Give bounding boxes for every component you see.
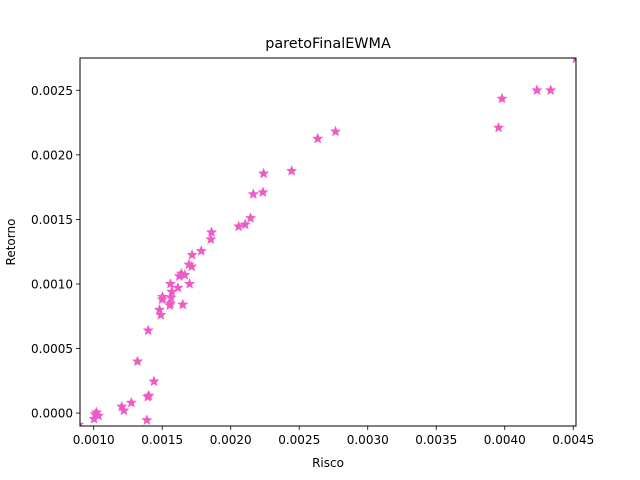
data-point — [312, 132, 324, 144]
data-point — [545, 84, 557, 95]
plot-frame — [79, 57, 577, 427]
data-point — [148, 375, 160, 387]
data-point — [186, 249, 198, 260]
x-tick-label: 0.0015 — [141, 433, 183, 447]
data-point — [247, 188, 259, 199]
data-point — [206, 226, 218, 238]
y-axis: 0.0000 0.0005 0.0010 0.0015 0.0020 0.0025 — [31, 84, 80, 421]
data-point — [156, 291, 169, 302]
data-point — [153, 303, 165, 315]
data-point — [172, 282, 184, 293]
data-point — [141, 414, 153, 425]
points-layer — [80, 58, 576, 426]
plot-background — [80, 58, 576, 426]
data-point — [132, 355, 144, 367]
data-point — [125, 396, 137, 408]
x-tick-label: 0.0010 — [73, 433, 115, 447]
x-tick-label: 0.0030 — [347, 433, 389, 447]
data-point — [179, 269, 191, 280]
data-point — [164, 278, 176, 289]
data-point — [531, 84, 543, 95]
x-tick-label: 0.0040 — [484, 433, 526, 447]
data-point — [245, 212, 257, 223]
chart-title: paretoFinalEWMA — [265, 36, 391, 52]
data-point — [286, 165, 298, 176]
data-point — [571, 58, 576, 64]
y-tick-label: 0.0025 — [31, 84, 73, 98]
y-tick-label: 0.0005 — [31, 342, 73, 356]
data-point — [205, 233, 217, 245]
y-tick-label: 0.0010 — [31, 277, 73, 291]
data-point — [155, 309, 167, 320]
x-axis: 0.0010 0.0015 0.0020 0.0025 0.0030 0.0035 0.00… — [73, 426, 594, 447]
y-axis-label: Retorno — [4, 219, 18, 266]
data-point — [330, 125, 342, 137]
data-point — [184, 278, 196, 289]
x-axis-label: Risco — [312, 456, 344, 470]
data-point — [257, 186, 269, 197]
data-point — [118, 404, 130, 416]
data-point — [239, 218, 251, 230]
data-point — [142, 324, 154, 336]
data-point — [92, 409, 105, 421]
data-point — [258, 167, 270, 179]
data-point — [177, 298, 189, 310]
y-tick-label: 0.0015 — [31, 213, 73, 227]
data-point — [493, 121, 505, 133]
data-point — [195, 245, 207, 256]
data-point — [143, 389, 155, 401]
x-tick-label: 0.0035 — [415, 433, 457, 447]
data-point — [186, 260, 198, 272]
y-tick-label: 0.0000 — [31, 407, 73, 421]
y-tick-label: 0.0020 — [31, 148, 73, 162]
x-tick-label: 0.0025 — [278, 433, 320, 447]
x-tick-label: 0.0020 — [210, 433, 252, 447]
plot-area — [80, 58, 576, 426]
data-point — [496, 92, 508, 104]
data-point — [80, 422, 85, 426]
x-tick-label: 0.0045 — [552, 433, 594, 447]
